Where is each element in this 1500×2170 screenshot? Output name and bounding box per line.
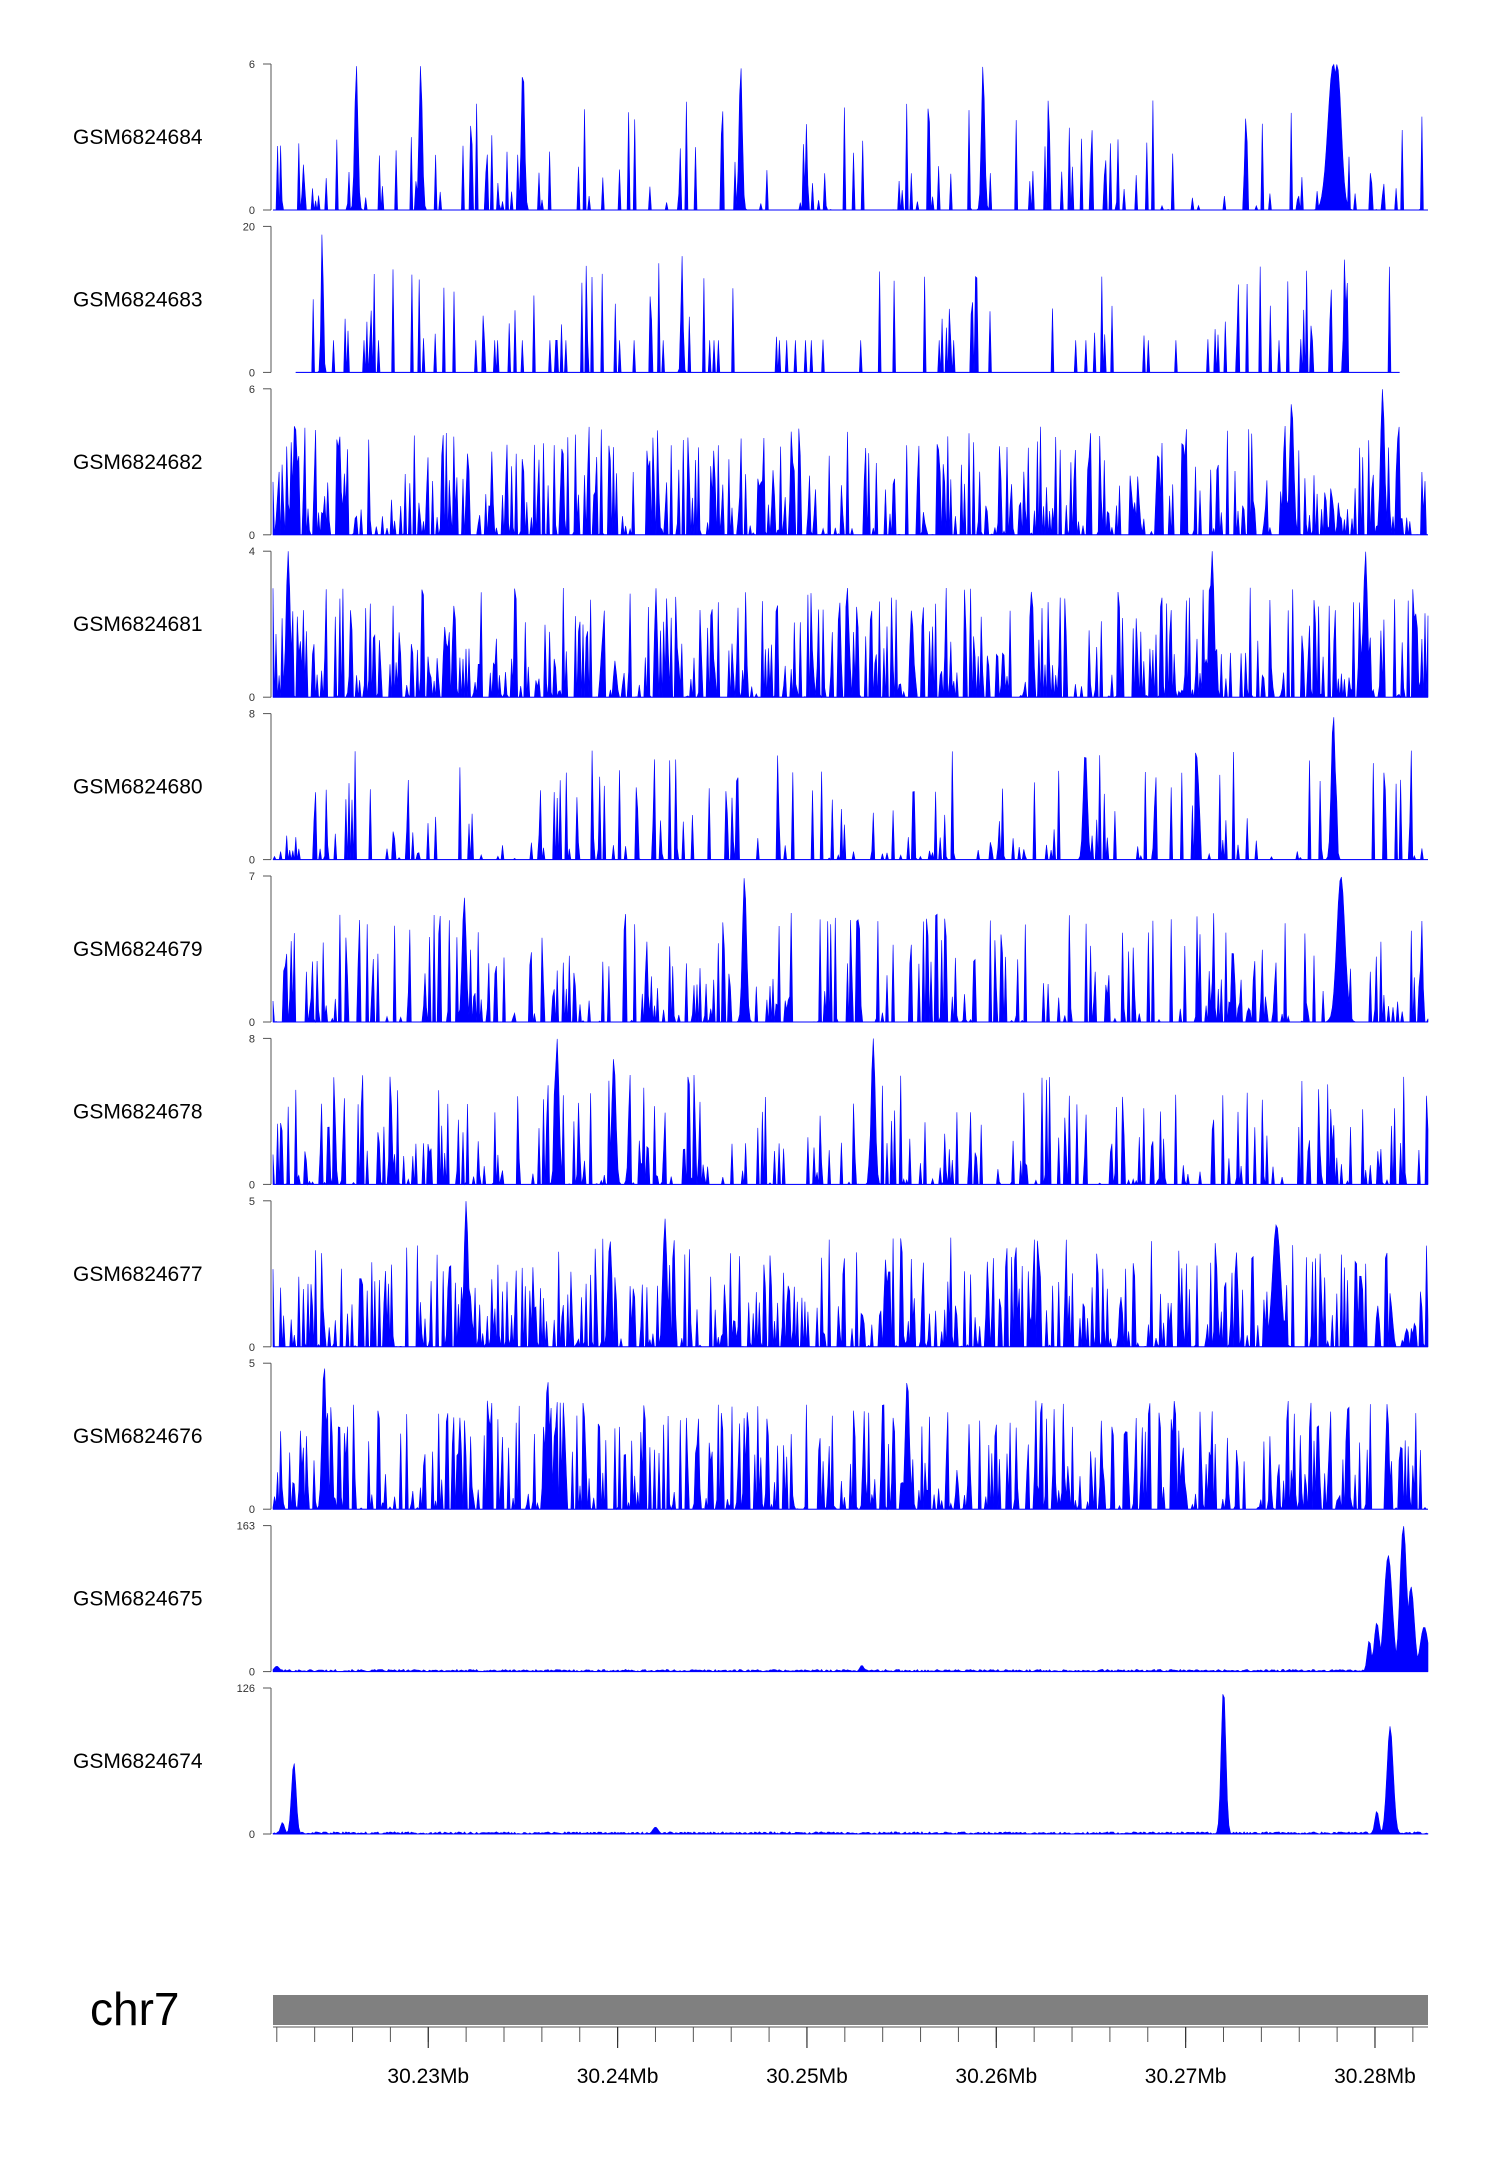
y-tick-label: 0 xyxy=(249,1342,255,1354)
track-GSM6824678: GSM6824678 0 8 xyxy=(73,1033,1429,1191)
track-label: GSM6824675 xyxy=(73,1588,203,1611)
y-tick-label: 20 xyxy=(243,221,255,233)
coverage-area xyxy=(295,234,1400,373)
y-tick-label: 4 xyxy=(249,546,255,558)
y-tick-label: 0 xyxy=(249,1829,255,1841)
track-GSM6824676: GSM6824676 0 5 xyxy=(73,1358,1428,1516)
y-tick-label: 0 xyxy=(249,1667,255,1679)
track-GSM6824681: GSM6824681 0 4 xyxy=(73,546,1429,704)
tracks-layer: GSM682468406GSM6824683020GSM682468206GSM… xyxy=(73,59,1429,1841)
track-label: GSM6824674 xyxy=(73,1750,203,1773)
track-label: GSM6824683 xyxy=(73,288,203,311)
y-tick-label: 7 xyxy=(249,871,255,883)
chromosome-label: chr7 xyxy=(90,1983,179,2035)
track-GSM6824674: GSM6824674 0 126 xyxy=(73,1683,1429,1841)
y-tick-label: 163 xyxy=(237,1521,255,1533)
y-tick-label: 126 xyxy=(237,1683,255,1695)
y-tick-label: 0 xyxy=(249,205,255,217)
coverage-area xyxy=(273,63,1428,211)
coverage-area xyxy=(272,876,1429,1024)
y-tick-label: 0 xyxy=(249,530,255,542)
coverage-area xyxy=(272,1038,1429,1186)
coverage-area xyxy=(272,1201,1429,1348)
coverage-area xyxy=(272,1526,1429,1673)
x-tick-label: 30.28Mb xyxy=(1334,2065,1416,2088)
track-label: GSM6824681 xyxy=(73,613,203,636)
x-tick-label: 30.25Mb xyxy=(766,2065,848,2088)
chromosome-ideogram xyxy=(273,1995,1428,2025)
track-GSM6824684: GSM6824684 0 6 xyxy=(73,59,1428,217)
track-GSM6824675: GSM6824675 0 163 xyxy=(73,1521,1429,1679)
coverage-area xyxy=(272,1694,1429,1835)
x-tick-label: 30.23Mb xyxy=(387,2065,469,2088)
x-tick-label: 30.24Mb xyxy=(577,2065,659,2088)
track-label: GSM6824682 xyxy=(73,451,203,474)
track-label: GSM6824678 xyxy=(73,1100,203,1123)
y-tick-label: 8 xyxy=(249,709,255,721)
y-tick-label: 0 xyxy=(249,1017,255,1029)
y-tick-label: 5 xyxy=(249,1358,255,1370)
x-tick-label: 30.27Mb xyxy=(1145,2065,1227,2088)
coverage-area xyxy=(272,389,1428,536)
coverage-area xyxy=(272,717,1428,861)
y-tick-label: 0 xyxy=(249,855,255,867)
y-tick-label: 0 xyxy=(249,367,255,379)
track-GSM6824682: GSM6824682 0 6 xyxy=(73,384,1428,542)
y-tick-label: 0 xyxy=(249,1504,255,1516)
track-label: GSM6824679 xyxy=(73,938,203,961)
track-GSM6824683: GSM6824683 0 20 xyxy=(73,221,1400,379)
coverage-area xyxy=(272,1368,1428,1511)
track-GSM6824677: GSM6824677 0 5 xyxy=(73,1196,1429,1354)
track-label: GSM6824676 xyxy=(73,1425,203,1448)
y-tick-label: 0 xyxy=(249,692,255,704)
track-label: GSM6824677 xyxy=(73,1263,203,1286)
y-tick-label: 6 xyxy=(249,59,255,71)
chromosome-axis: chr7 30.23Mb 30.24Mb 30.25Mb 30.26Mb 30.27Mb… xyxy=(90,1983,1428,2088)
track-GSM6824680: GSM6824680 0 8 xyxy=(73,709,1428,867)
y-tick-label: 5 xyxy=(249,1196,255,1208)
y-tick-label: 8 xyxy=(249,1033,255,1045)
track-label: GSM6824684 xyxy=(73,126,203,149)
y-tick-label: 0 xyxy=(249,1179,255,1191)
y-tick-label: 6 xyxy=(249,384,255,396)
x-tick-label: 30.26Mb xyxy=(955,2065,1037,2088)
x-axis-ticks: 30.23Mb 30.24Mb 30.25Mb 30.26Mb 30.27Mb 30.28… xyxy=(273,2026,1428,2088)
coverage-area xyxy=(272,551,1429,699)
track-GSM6824679: GSM6824679 0 7 xyxy=(73,871,1429,1029)
track-label: GSM6824680 xyxy=(73,776,203,799)
